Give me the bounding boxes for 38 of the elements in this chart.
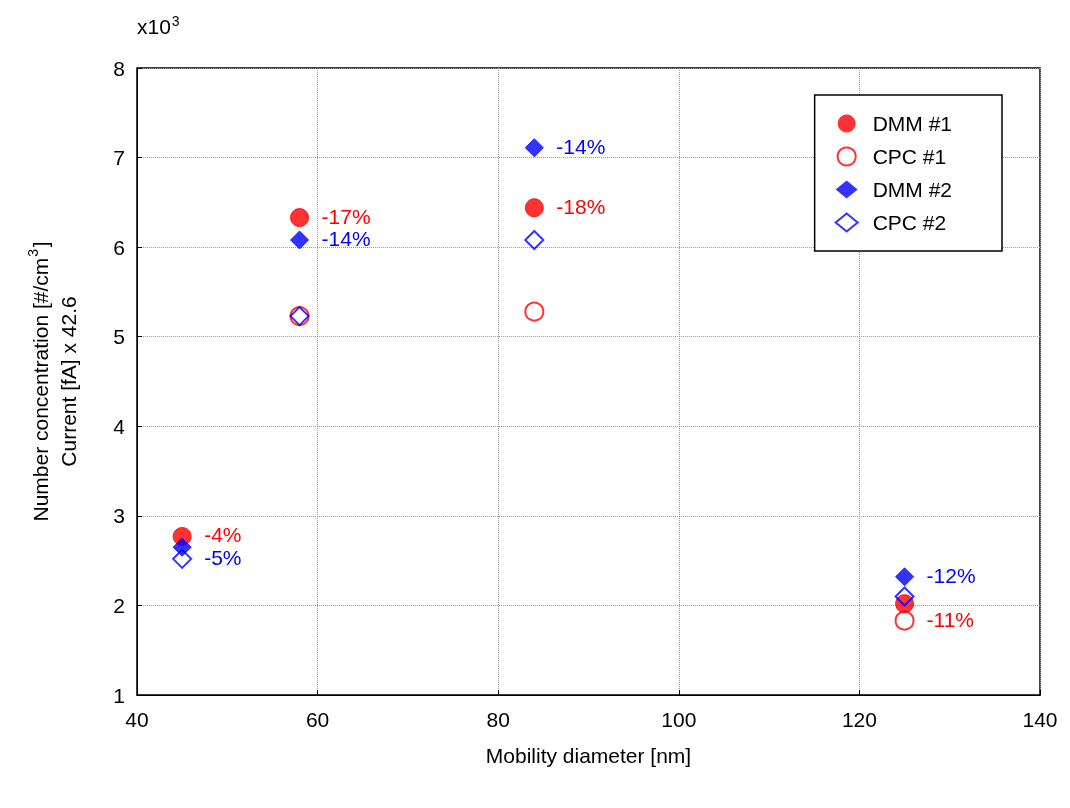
y-tick-label: 6 — [113, 235, 125, 259]
annotation: -12% — [926, 563, 976, 587]
point — [524, 229, 545, 250]
annotation: -14% — [321, 226, 371, 250]
annotation: -5% — [204, 545, 242, 569]
y-tick-label: 4 — [113, 414, 126, 438]
y-tick-label: 7 — [113, 146, 125, 170]
point — [524, 198, 544, 218]
text: Number concentration [#/cm3] Current [fA] x 42.6 — [25, 241, 80, 522]
y-tick-label: 2 — [113, 593, 125, 617]
x-axis-title: Mobility diameter [nm] — [485, 744, 692, 767]
x-tick-label: 80 — [486, 708, 510, 731]
x-tick-label: 60 — [305, 708, 330, 731]
y-tick-label: 3 — [113, 504, 125, 528]
y-tick-label: 5 — [113, 325, 125, 349]
annotation: -14% — [556, 134, 606, 158]
x-tick-label: 40 — [125, 708, 149, 731]
legend-label: DMM #2 — [872, 178, 953, 201]
annotation: -4% — [204, 523, 242, 547]
point — [290, 208, 310, 228]
legend-label: CPC #1 — [872, 145, 947, 168]
x-tick-label: 120 — [841, 708, 877, 731]
legend-label: CPC #2 — [872, 211, 947, 234]
x-tick-label: 140 — [1022, 708, 1058, 731]
legend-label: DMM #1 — [872, 112, 953, 135]
y-tick-label: 8 — [113, 56, 125, 80]
point — [894, 586, 915, 607]
point — [524, 301, 545, 322]
point — [524, 138, 544, 158]
x-tick-label: 100 — [661, 708, 697, 731]
annotation: -11% — [926, 607, 975, 631]
point — [895, 567, 915, 587]
annotation: -18% — [556, 194, 606, 218]
point — [290, 230, 310, 250]
point — [172, 548, 193, 569]
annotation: -17% — [321, 204, 371, 228]
y-tick-label: 1 — [113, 683, 125, 707]
point — [894, 610, 915, 631]
